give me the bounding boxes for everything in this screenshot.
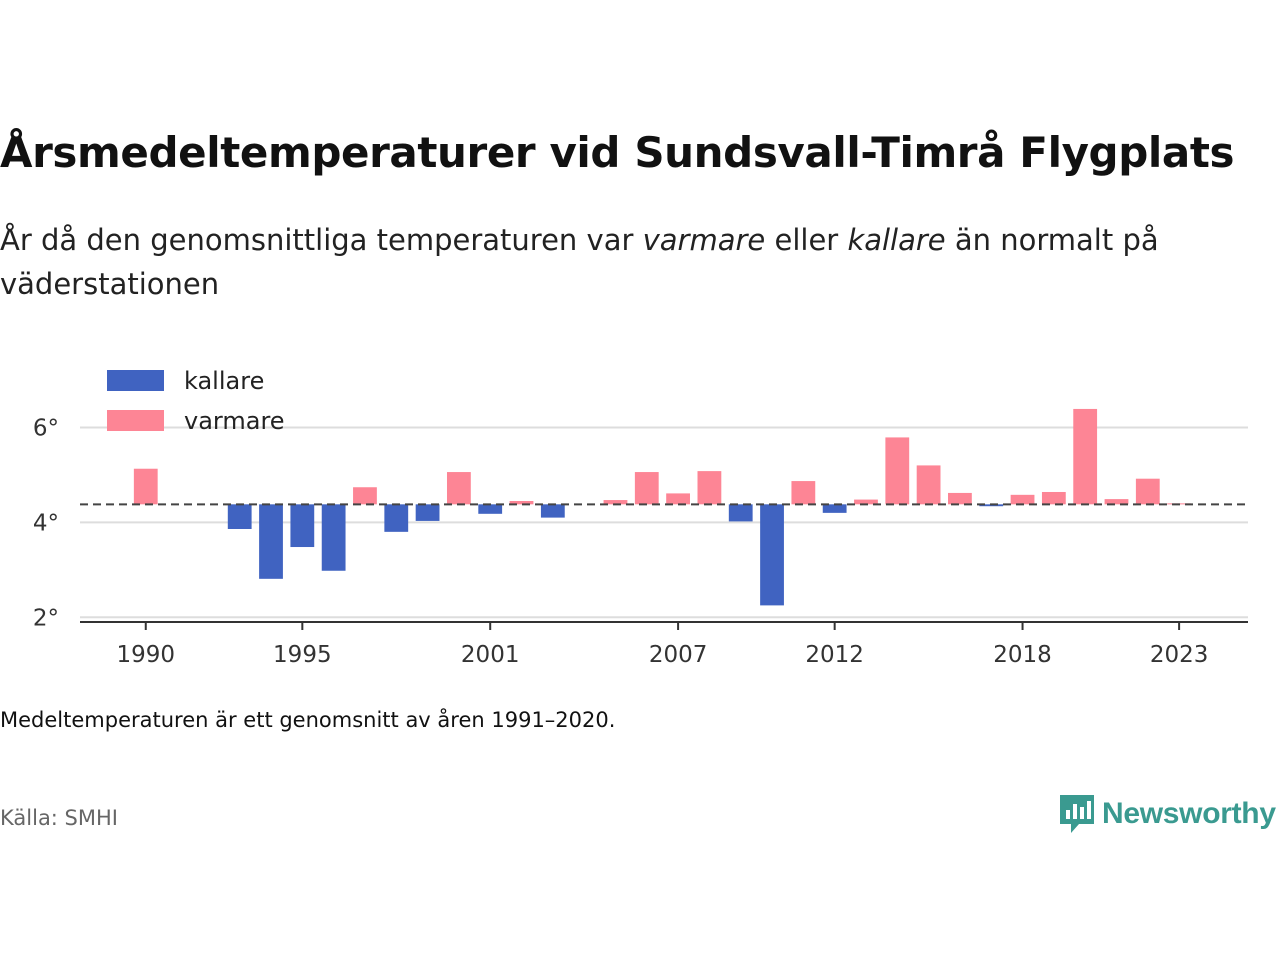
bar-2003 [540,504,565,518]
temperature-bar-chart: 1990 1995 2001 2007 2012 2018 2023 2° 4° 6° kall… [33,367,1248,668]
x-tick-label: 1995 [273,642,332,668]
bar-2008 [697,471,722,505]
bar-2020 [1073,408,1098,505]
x-tick-label: 2018 [993,642,1052,668]
y-axis-labels: 2° 4° 6° [33,415,59,631]
bar-2022 [1135,478,1160,505]
bar-2018 [1010,494,1035,505]
bar-2021 [1104,499,1129,505]
subtitle-warm-word: varmare [642,223,766,257]
bar-2012 [822,504,847,513]
x-tick-label: 2007 [649,642,708,668]
bar-1993 [227,504,252,529]
legend-swatch-kallare [107,370,164,391]
subtitle-text-middle: eller [765,223,848,257]
logo-text: Newsworthy [1102,797,1276,830]
bar-2002 [509,501,534,505]
y-tick-label: 4° [33,510,59,536]
y-tick-label: 6° [33,415,59,441]
bar-2005 [603,500,628,505]
newsworthy-bar-chart-bubble-icon [1060,795,1094,833]
legend-label-varmare: varmare [184,407,285,435]
x-tick-label: 1990 [116,642,175,668]
bar-1999 [415,504,440,521]
x-tick-label: 2001 [461,642,520,668]
legend-label-kallare: kallare [184,367,264,395]
bar-1998 [384,504,409,532]
x-tick-label: 2023 [1150,642,1209,668]
bar-1997 [353,487,377,505]
bar-1990 [133,468,158,505]
chart-subtitle: År då den genomsnittliga temperaturen va… [0,218,1270,306]
bar-2010 [760,504,784,606]
y-tick-label: 2° [33,605,59,631]
grid-lines [80,426,1248,619]
bar-1994 [259,504,283,579]
bar-2014 [885,437,910,505]
bars [133,408,1192,606]
x-axis-ticks: 1990 1995 2001 2007 2012 2018 2023 [116,622,1208,668]
bar-2009 [728,504,753,522]
bar-2011 [791,481,816,505]
bar-2013 [854,499,878,505]
bar-2007 [666,493,690,505]
chart-title: Årsmedeltemperaturer vid Sundsvall-Timrå… [0,128,1235,177]
bar-1996 [321,504,346,571]
bar-2001 [478,504,503,514]
bar-2000 [446,472,471,505]
x-tick-label: 2012 [805,642,864,668]
bar-2006 [634,472,659,505]
legend-swatch-varmare [107,410,164,431]
bar-2015 [916,465,941,505]
legend: kallare varmare [107,367,285,435]
bar-2016 [948,492,972,505]
subtitle-cold-word: kallare [847,223,946,257]
bar-1995 [290,504,315,548]
subtitle-text-before: År då den genomsnittliga temperaturen va… [0,223,643,257]
source-credit: Källa: SMHI [0,806,118,830]
subtitle-text-after: än normalt på väderstationen [0,223,1159,301]
bar-2019 [1041,491,1066,505]
footnote: Medeltemperaturen är ett genomsnitt av å… [0,708,616,732]
newsworthy-logo: Newsworthy [1058,792,1276,836]
